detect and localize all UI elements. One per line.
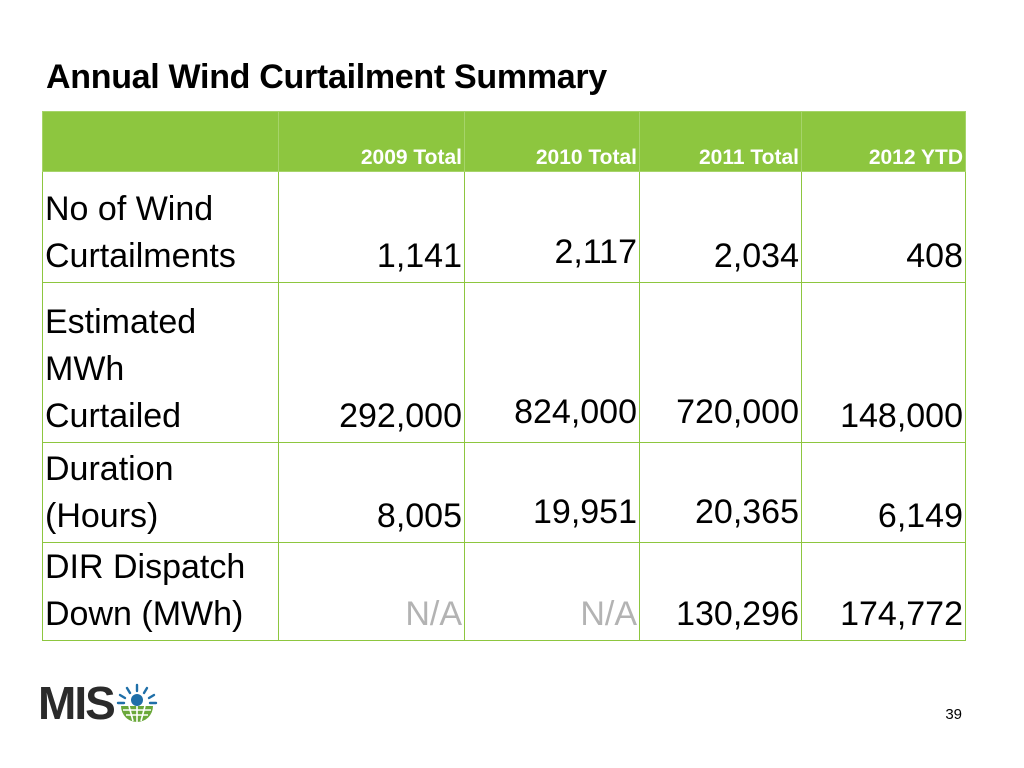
miso-globe-icon	[116, 683, 157, 722]
table-cell: 130,296	[639, 542, 802, 641]
row-label-line: Estimated	[45, 303, 197, 341]
table-cell: 174,772	[801, 542, 966, 641]
table-cell: 720,000	[639, 282, 802, 443]
header-cell-2012-ytd: 2012 YTD	[801, 111, 966, 172]
row-label-line: (Hours)	[45, 497, 159, 535]
miso-logo: MIS	[38, 680, 159, 726]
table-cell: 292,000	[278, 282, 465, 443]
table-cell: 8,005	[278, 442, 465, 543]
table-cell: 148,000	[801, 282, 966, 443]
table-header-row: 2009 Total 2010 Total 2011 Total 2012 YT…	[42, 111, 966, 172]
table-cell-na: N/A	[464, 542, 640, 641]
header-cell-2010-total: 2010 Total	[464, 111, 640, 172]
row-label-line: Curtailed	[45, 397, 182, 435]
row-label: Duration (Hours)	[42, 442, 279, 543]
table-cell-na: N/A	[278, 542, 465, 641]
logo-text: MIS	[38, 677, 116, 729]
table-cell: 20,365	[639, 442, 802, 543]
curtailment-summary-table: 2009 Total 2010 Total 2011 Total 2012 YT…	[42, 111, 966, 641]
slide-title: Annual Wind Curtailment Summary	[46, 58, 607, 96]
row-label-line: No of Wind	[45, 190, 214, 228]
table-cell: 824,000	[464, 282, 640, 443]
table-cell: 1,141	[278, 171, 465, 283]
page-number: 39	[945, 706, 962, 723]
header-cell-empty	[42, 111, 279, 172]
row-label-line: DIR Dispatch	[45, 548, 246, 586]
table-cell: 408	[801, 171, 966, 283]
row-label: DIR Dispatch Down (MWh)	[42, 542, 279, 641]
table-cell: 2,034	[639, 171, 802, 283]
table-cell: 19,951	[464, 442, 640, 543]
table-cell: 2,117	[464, 171, 640, 283]
table-row: Duration (Hours) 8,005 19,951 20,365 6,1…	[42, 442, 966, 543]
header-cell-2009-total: 2009 Total	[278, 111, 465, 172]
table-row: No of Wind Curtailments 1,141 2,117 2,03…	[42, 171, 966, 283]
row-label: No of Wind Curtailments	[42, 171, 279, 283]
table-cell: 6,149	[801, 442, 966, 543]
table-row: Estimated MWh Curtailed 292,000 824,000 …	[42, 282, 966, 443]
row-label: Estimated MWh Curtailed	[42, 282, 279, 443]
row-label-line: MWh	[45, 350, 125, 388]
header-cell-2011-total: 2011 Total	[639, 111, 802, 172]
table-row: DIR Dispatch Down (MWh) N/A N/A 130,296 …	[42, 542, 966, 641]
row-label-line: Down (MWh)	[45, 595, 244, 633]
row-label-line: Curtailments	[45, 237, 236, 275]
row-label-line: Duration	[45, 450, 174, 488]
